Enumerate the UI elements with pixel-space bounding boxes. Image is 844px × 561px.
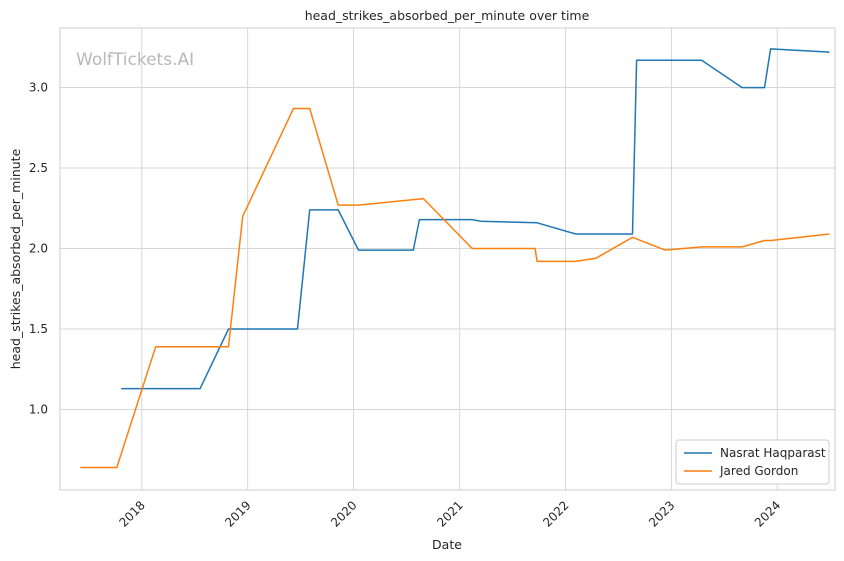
y-tick-label: 2.5 [29,161,48,175]
series-lines [80,48,830,469]
y-tick-label: 3.0 [29,81,48,95]
x-axis-label: Date [432,537,462,552]
watermark: WolfTickets.AI [76,50,194,70]
chart-title: head_strikes_absorbed_per_minute over ti… [305,8,590,23]
grid [60,28,835,490]
y-tick-label: 1.0 [29,403,48,417]
plot-frame [59,27,836,491]
x-tick-label: 2019 [222,498,253,529]
legend: Nasrat Haqparast Jared Gordon [675,439,830,485]
y-axis-label: head_strikes_absorbed_per_minute [8,148,23,369]
x-tick-label: 2020 [328,498,359,529]
y-ticks: 1.0 1.5 2.0 2.5 3.0 [29,81,48,417]
series-line-2 [80,107,830,469]
series-line-1 [121,48,830,390]
x-tick-label: 2023 [646,498,677,529]
x-ticks: 2018 2019 2020 2021 2022 2023 2024 [116,498,783,529]
x-tick-label: 2022 [540,498,571,529]
x-tick-label: 2024 [752,498,783,529]
legend-label: Jared Gordon [719,464,798,478]
x-tick-label: 2021 [434,498,465,529]
legend-box [675,439,830,485]
y-tick-label: 2.0 [29,242,48,256]
legend-label: Nasrat Haqparast [720,446,826,460]
x-tick-label: 2018 [116,498,147,529]
y-tick-label: 1.5 [29,322,48,336]
